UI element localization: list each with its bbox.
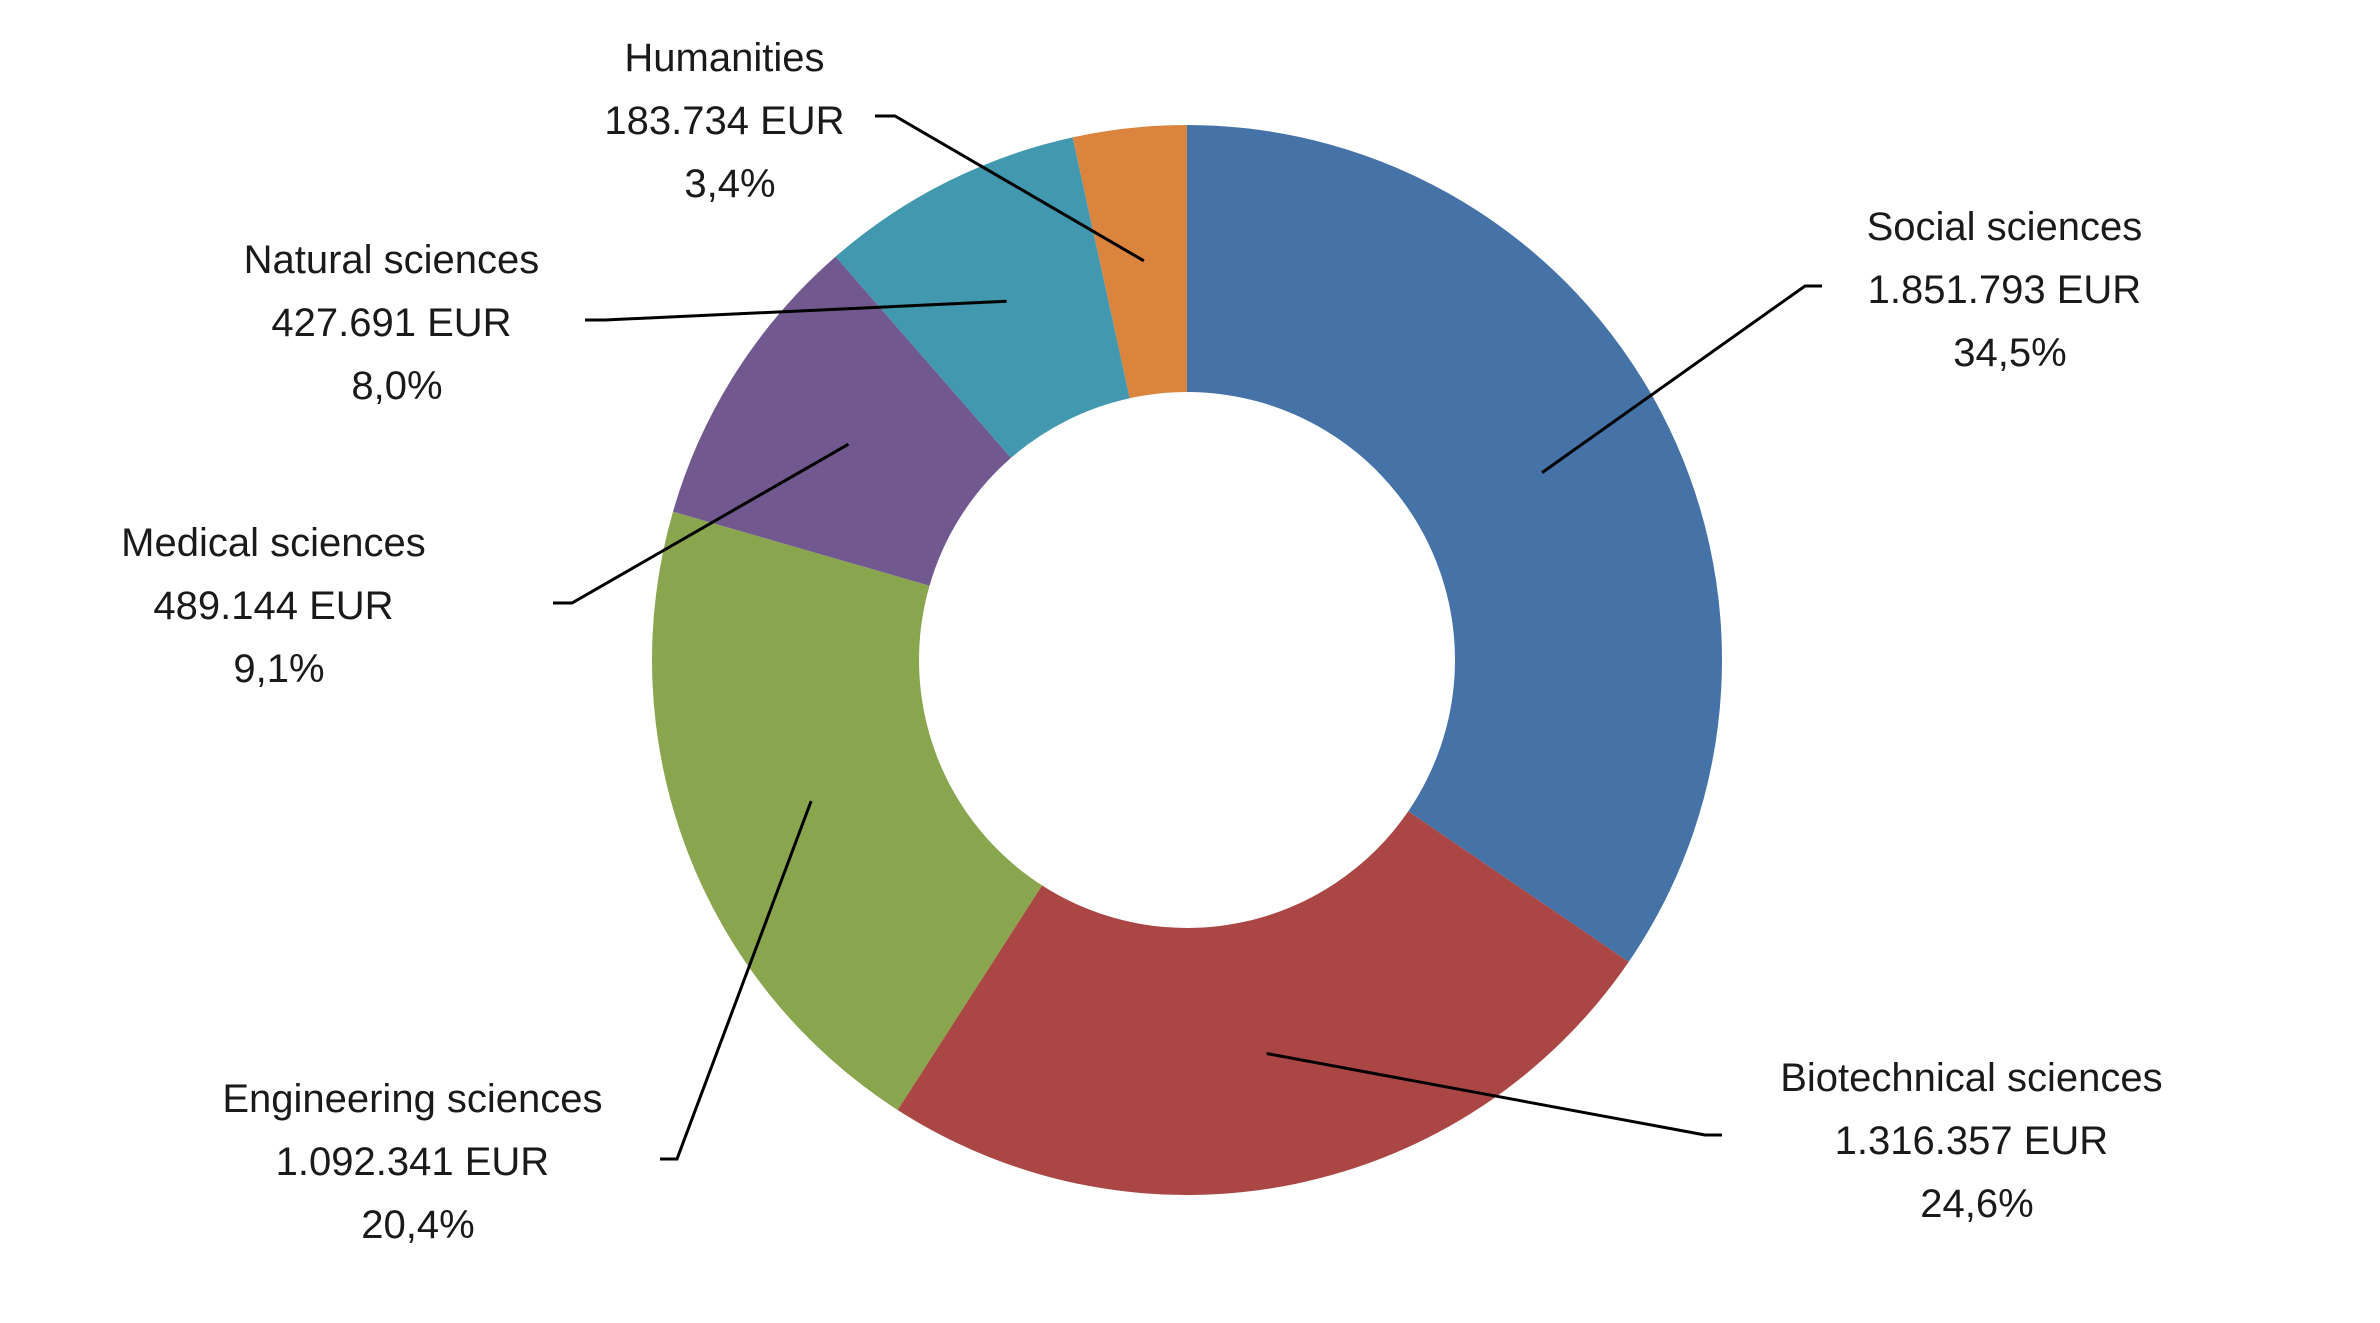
leader-line-natural-sciences [585,299,1007,322]
label-engineering-sciences-percent: 20,4% [361,1203,474,1247]
label-biotechnical-sciences-value: 1.316.357 EUR [1835,1119,2109,1163]
label-humanities: Humanities 183.734 EUR 3,4% [604,36,855,206]
label-social-sciences-name: Social sciences [1867,205,2143,249]
label-social-sciences-percent: 34,5% [1953,331,2066,375]
label-social-sciences-value: 1.851.793 EUR [1868,268,2142,312]
slice-medical-sciences [672,256,1011,586]
leader-line-engineering-sciences [660,800,813,1161]
label-biotechnical-sciences-percent: 24,6% [1920,1182,2033,1226]
label-natural-sciences-value: 427.691 EUR [271,301,511,345]
label-natural-sciences-name: Natural sciences [244,238,540,282]
label-engineering-sciences-name: Engineering sciences [222,1077,602,1121]
label-biotechnical-sciences-name: Biotechnical sciences [1780,1056,2162,1100]
label-engineering-sciences-value: 1.092.341 EUR [276,1140,550,1184]
slice-social-sciences [1187,125,1723,962]
slice-biotechnical-sciences [897,811,1629,1196]
label-medical-sciences: Medical sciences 489.144 EUR 9,1% [121,521,437,691]
label-medical-sciences-name: Medical sciences [121,521,426,565]
label-medical-sciences-value: 489.144 EUR [153,584,393,628]
label-humanities-name: Humanities [624,36,824,80]
label-medical-sciences-percent: 9,1% [233,647,324,691]
label-engineering-sciences: Engineering sciences 1.092.341 EUR 20,4% [222,1077,613,1247]
label-humanities-value: 183.734 EUR [604,99,844,143]
leader-line-biotechnical-sciences [1266,1052,1722,1137]
leader-line-humanities [875,114,1145,263]
label-biotechnical-sciences: Biotechnical sciences 1.316.357 EUR 24,6… [1780,1056,2174,1226]
slice-natural-sciences [835,137,1130,458]
leader-line-medical-sciences [553,442,850,605]
label-humanities-percent: 3,4% [684,162,775,206]
label-natural-sciences: Natural sciences 427.691 EUR 8,0% [244,238,551,408]
slice-engineering-sciences [652,511,1043,1110]
slices-group [652,125,1723,1196]
leader-lines-group [553,114,1822,1161]
slice-humanities [1072,125,1187,399]
leader-line-social-sciences [1541,284,1822,474]
label-social-sciences: Social sciences 1.851.793 EUR 34,5% [1867,205,2154,375]
label-natural-sciences-percent: 8,0% [351,364,442,408]
